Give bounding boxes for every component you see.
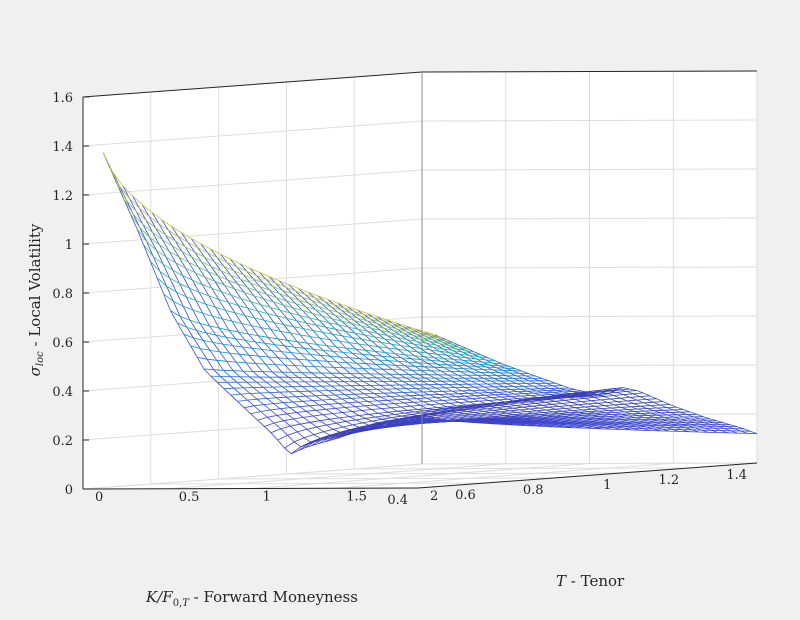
surface-moneyness-line	[203, 368, 536, 377]
surface-moneyness-line	[304, 390, 637, 449]
y-gridline	[250, 71, 590, 489]
y-tick-label: 2	[430, 489, 438, 504]
surface-moneyness-line	[244, 389, 576, 409]
surface-moneyness-line	[358, 411, 690, 431]
surface-moneyness-line	[210, 375, 543, 379]
x-axis-label: K/F0,T - Forward Moneyness	[145, 588, 358, 609]
z-tick-label: 0.6	[52, 336, 73, 351]
axes-grid	[82, 70, 758, 490]
surface-moneyness-line	[156, 277, 489, 359]
x-tick-label: 1.4	[726, 468, 747, 483]
z-tick-label: 1.6	[52, 91, 73, 106]
y-tick-label: 1.5	[346, 489, 367, 504]
surface-moneyness-line	[150, 260, 482, 356]
surface-moneyness-line	[224, 382, 556, 390]
surface-moneyness-line	[197, 356, 529, 374]
y-tick-label: 0	[95, 490, 103, 505]
z-tick-label: 0.4	[52, 385, 73, 400]
tick-labels: 0 0.2 0.4 0.6 0.8 1 1.2 1.4 1.6 0.4 0.6 0.8 1 1.2 1.4 0…	[52, 91, 747, 508]
surface-moneyness-line	[190, 345, 523, 372]
x-tick-label: 0.4	[387, 493, 408, 508]
volatility-surface	[102, 152, 758, 455]
surface-moneyness-line	[230, 385, 563, 396]
z-tick-label: 0	[65, 483, 73, 498]
surface-moneyness-line	[250, 390, 583, 415]
surface-moneyness-line	[217, 380, 549, 383]
surface-moneyness-line	[237, 387, 570, 402]
surface-moneyness-line	[109, 167, 442, 339]
surface-moneyness-line	[116, 182, 449, 341]
y-axis-line	[417, 462, 758, 489]
y-tick-label: 1	[263, 490, 271, 505]
surface-moneyness-line	[284, 389, 617, 449]
x-tick-label: 0.8	[523, 483, 544, 498]
surface-moneyness-line	[123, 197, 456, 344]
z-tick-label: 1.4	[52, 140, 73, 155]
x-tick-label: 1	[603, 478, 611, 493]
z-tick-label: 0.8	[52, 287, 73, 302]
z-tick-label: 1	[65, 238, 73, 253]
surface-moneyness-line	[136, 228, 469, 350]
y-gridline	[334, 71, 674, 489]
surface-moneyness-line	[143, 244, 476, 353]
y-tick-label: 0.5	[179, 490, 200, 505]
surface-moneyness-line	[351, 409, 684, 434]
x-axis-line	[82, 487, 419, 490]
z-tick-label: 0.2	[52, 434, 73, 449]
x-tick-label: 0.6	[455, 488, 476, 503]
surface-moneyness-line	[277, 392, 610, 441]
surface-moneyness-line	[102, 152, 436, 336]
x-tick-label: 1.2	[659, 473, 680, 488]
y-axis-label: T - Tenor	[556, 572, 625, 590]
surface-moneyness-line	[270, 395, 603, 434]
surface-moneyness-line	[170, 310, 503, 365]
surface-moneyness-line	[425, 416, 758, 434]
surface-moneyness-line	[183, 333, 516, 370]
surface-moneyness-line	[317, 395, 650, 445]
z-tick-label: 1.2	[52, 189, 73, 204]
surface-moneyness-line	[257, 392, 590, 421]
z-axis-label: σloc - Local Volatility	[26, 223, 46, 376]
surface-moneyness-line	[163, 293, 496, 362]
surface-moneyness-line	[129, 213, 462, 347]
surface-moneyness-line	[176, 322, 509, 367]
y-gridline	[166, 71, 507, 490]
surface-moneyness-line	[364, 413, 697, 428]
